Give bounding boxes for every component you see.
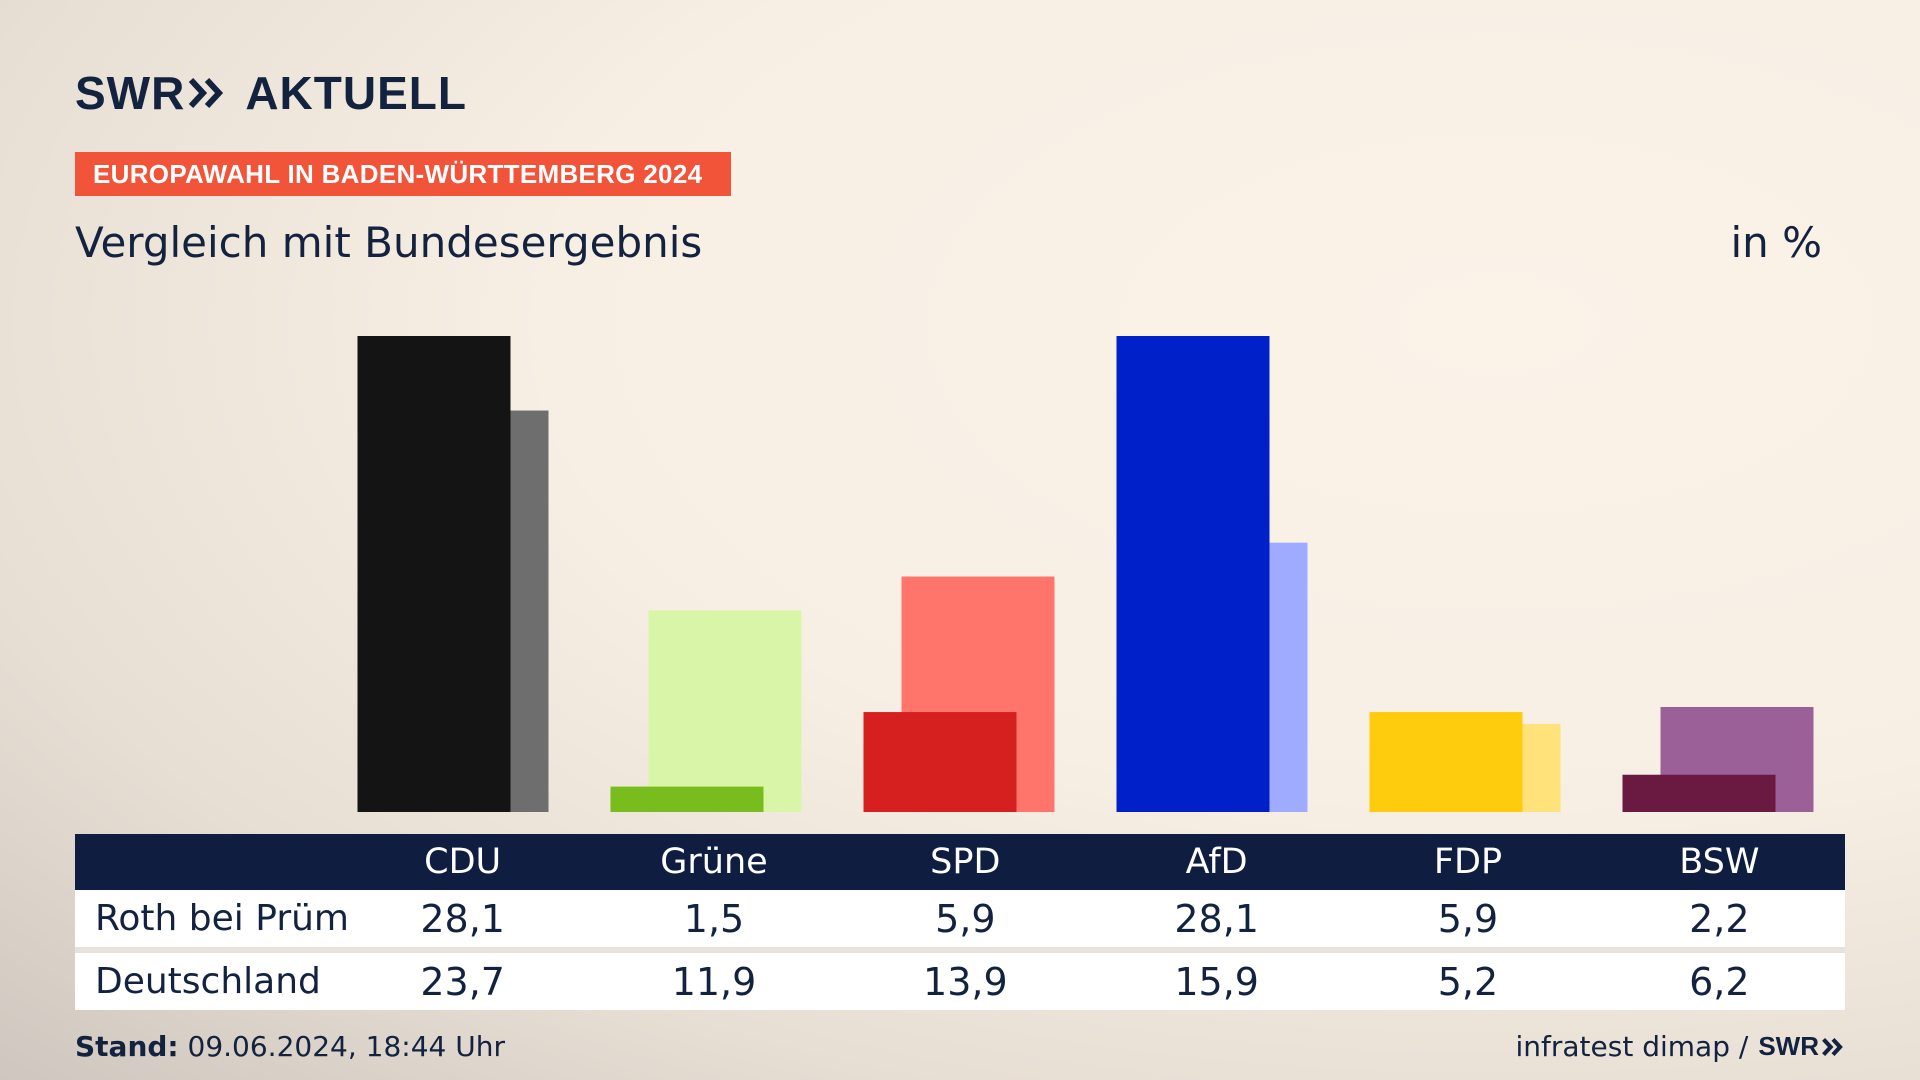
swr-aktuell-logo: SWR AKTUELL	[75, 66, 467, 120]
swr-footer-logo: SWR	[1758, 1031, 1845, 1062]
bar-cdu-roth-bei-pruem	[357, 336, 511, 812]
header-corner	[75, 834, 337, 890]
chart-subtitle: Vergleich mit Bundesergebnis	[75, 218, 703, 267]
party-header-afd: AfD	[1185, 842, 1248, 882]
party-header-fdp: FDP	[1433, 842, 1503, 882]
party-header-cdu: CDU	[424, 842, 502, 882]
bar-chart	[357, 336, 1814, 812]
unit-label: in %	[1730, 218, 1822, 267]
bar-gruene-roth-bei-pruem	[610, 786, 764, 812]
chevron-double-icon	[189, 77, 224, 109]
table-cell: 28,1	[420, 896, 505, 941]
source-text: infratest dimap /	[1515, 1030, 1749, 1063]
table-row: Deutschland 23,7 11,9 13,9 15,9 5,2 6,2	[75, 947, 1845, 1010]
table-cell: 1,5	[683, 896, 745, 941]
table-cell: 11,9	[588, 947, 840, 1010]
swr-footer-logo-text: SWR	[1758, 1031, 1819, 1061]
table-cell: 6,2	[1593, 947, 1845, 1010]
table-cell: 15,9	[1090, 947, 1343, 1010]
swr-logo: SWR	[75, 66, 227, 120]
table-cell: 5,9	[1437, 896, 1499, 941]
source-credit: infratest dimap / SWR	[1516, 1030, 1846, 1063]
election-badge: EUROPAWAHL IN BADEN-WÜRTTEMBERG 2024	[75, 152, 731, 196]
table-cell: 5,2	[1342, 947, 1594, 1010]
stand-label: Stand:	[75, 1030, 179, 1063]
chevron-double-icon	[1822, 1037, 1843, 1056]
bar-fdp-roth-bei-pruem	[1369, 712, 1523, 812]
party-header-bsw: BSW	[1679, 842, 1760, 882]
swr-logo-text: SWR	[75, 67, 186, 119]
row-label: Deutschland	[75, 947, 337, 1010]
party-header-spd: SPD	[930, 842, 1001, 882]
table-cell: 5,9	[935, 896, 996, 941]
bar-bsw-roth-bei-pruem	[1622, 774, 1776, 812]
table-cell: 28,1	[1174, 896, 1259, 941]
aktuell-logo-text: AKTUELL	[245, 67, 467, 119]
results-table: CDU Grüne SPD AfD FDP BSW Roth bei Prüm …	[75, 834, 1845, 1010]
table-header-row: CDU Grüne SPD AfD FDP BSW	[75, 834, 1845, 890]
timestamp: Stand: 09.06.2024, 18:44 Uhr	[75, 1030, 505, 1063]
bar-gruene-deutschland	[648, 610, 802, 812]
party-header-gruene: Grüne	[660, 842, 768, 882]
table-cell: 2,2	[1689, 896, 1750, 941]
bar-spd-roth-bei-pruem	[863, 712, 1017, 812]
stand-value: 09.06.2024, 18:44 Uhr	[178, 1030, 505, 1063]
table-cell: 23,7	[337, 947, 589, 1010]
table-cell: 13,9	[839, 947, 1091, 1010]
row-label: Roth bei Prüm	[95, 898, 350, 939]
table-row: Roth bei Prüm 28,1 1,5 5,9 28,1 5,9 2,2	[75, 890, 1845, 950]
bar-afd-roth-bei-pruem	[1116, 336, 1270, 812]
